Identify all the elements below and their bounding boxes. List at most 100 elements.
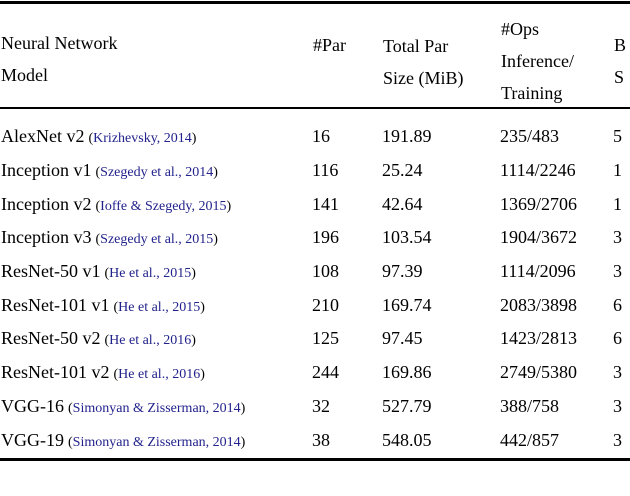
size-cell: 97.39 bbox=[382, 261, 423, 282]
citation-link[interactable]: Szegedy et al., 2014 bbox=[100, 165, 214, 181]
close-paren: ) bbox=[240, 434, 246, 450]
model-cell: ResNet-50 v1 (He et al., 2015) bbox=[0, 261, 312, 282]
header-batch-column: B S bbox=[614, 29, 626, 93]
table-row: ResNet-101 v1 (He et al., 2015) 210 169.7… bbox=[0, 288, 630, 322]
citation: (Ioffe & Szegedy, 2015) bbox=[95, 199, 231, 214]
open-paren: ( bbox=[68, 400, 73, 416]
batch-cell: 3 bbox=[613, 429, 622, 450]
batch-cell: 6 bbox=[613, 294, 622, 315]
citation-link[interactable]: He et al., 2016 bbox=[109, 333, 192, 349]
citation-link[interactable]: Krizhevsky, 2014 bbox=[93, 131, 192, 147]
open-paren: ( bbox=[113, 299, 119, 315]
citation-link[interactable]: He et al., 2016 bbox=[118, 367, 201, 383]
model-cell: ResNet-101 v1 (He et al., 2015) bbox=[0, 295, 312, 316]
model-cell: Inception v1 (Szegedy et al., 2014) bbox=[0, 160, 312, 181]
table-row: VGG-19 (Simonyan & Zisserman, 2014) 38 54… bbox=[0, 423, 630, 457]
ops-cell: 1423/2813 bbox=[500, 328, 578, 349]
open-paren: ( bbox=[95, 198, 101, 214]
ops-cell: 1114/2246 bbox=[500, 160, 576, 181]
open-paren: ( bbox=[104, 266, 110, 282]
table-row: Inception v1 (Szegedy et al., 2014) 116 2… bbox=[0, 154, 630, 188]
model-name: VGG-16 bbox=[1, 395, 64, 416]
batch-cell: 1 bbox=[613, 193, 622, 214]
header-par-column: #Par bbox=[313, 35, 346, 55]
citation: (Simonyan & Zisserman, 2014) bbox=[68, 435, 245, 450]
batch-cell: 3 bbox=[613, 227, 622, 248]
par-cell: 196 bbox=[312, 227, 339, 248]
citation-link[interactable]: He et al., 2015 bbox=[109, 266, 192, 282]
close-paren: ) bbox=[226, 198, 232, 214]
ops-cell: 2749/5380 bbox=[500, 362, 578, 383]
citation-link[interactable]: He et al., 2015 bbox=[118, 299, 201, 315]
table-row: ResNet-50 v1 (He et al., 2015) 108 97.39 … bbox=[0, 255, 630, 289]
header-ops-line2: Inference/ bbox=[501, 51, 574, 71]
table-row: ResNet-50 v2 (He et al., 2016) 125 97.45 … bbox=[0, 322, 630, 356]
citation-link[interactable]: Ioffe & Szegedy, 2015 bbox=[100, 198, 227, 214]
batch-cell: 3 bbox=[613, 261, 622, 282]
model-name: Inception v2 bbox=[1, 193, 92, 214]
table-top-rule bbox=[0, 1, 630, 4]
header-ops-column: #Ops Inference/ Training bbox=[501, 13, 574, 109]
batch-cell: 1 bbox=[613, 160, 622, 181]
citation: (He et al., 2016) bbox=[113, 367, 204, 382]
model-name: ResNet-50 v2 bbox=[1, 328, 101, 349]
model-cell: VGG-16 (Simonyan & Zisserman, 2014) bbox=[0, 396, 312, 417]
header-model-line2: Model bbox=[1, 65, 48, 85]
citation: (Szegedy et al., 2015) bbox=[95, 232, 217, 247]
header-model-column: Neural Network Model bbox=[1, 27, 117, 91]
model-cell: AlexNet v2 (Krizhevsky, 2014) bbox=[0, 126, 312, 147]
table-row: VGG-16 (Simonyan & Zisserman, 2014) 32 52… bbox=[0, 390, 630, 424]
close-paren: ) bbox=[213, 232, 218, 248]
ops-cell: 1369/2706 bbox=[500, 193, 578, 214]
size-cell: 169.86 bbox=[382, 362, 432, 383]
citation-link[interactable]: Simonyan & Zisserman, 2014 bbox=[72, 434, 241, 450]
ops-cell: 388/758 bbox=[500, 395, 560, 416]
table-row: ResNet-101 v2 (He et al., 2016) 244 169.8… bbox=[0, 356, 630, 390]
citation: (He et al., 2015) bbox=[113, 300, 204, 315]
open-paren: ( bbox=[95, 165, 101, 181]
citation-link[interactable]: Simonyan & Zisserman, 2014 bbox=[72, 400, 241, 416]
citation-link[interactable]: Szegedy et al., 2015 bbox=[100, 232, 214, 248]
citation: (Simonyan & Zisserman, 2014) bbox=[68, 401, 245, 416]
ops-cell: 1904/3672 bbox=[500, 227, 578, 248]
size-cell: 103.54 bbox=[382, 227, 432, 248]
citation: (He et al., 2015) bbox=[104, 266, 195, 281]
close-paren: ) bbox=[191, 266, 196, 282]
model-cell: ResNet-50 v2 (He et al., 2016) bbox=[0, 328, 312, 349]
par-cell: 108 bbox=[312, 261, 339, 282]
header-batch-line1: B bbox=[614, 35, 627, 55]
par-cell: 32 bbox=[312, 395, 330, 416]
header-ops-line1: #Ops bbox=[501, 19, 540, 39]
par-cell: 141 bbox=[312, 193, 339, 214]
size-cell: 97.45 bbox=[382, 328, 423, 349]
model-name: ResNet-101 v2 bbox=[1, 362, 110, 383]
header-size-line1: Total Par bbox=[383, 36, 449, 56]
table-body: AlexNet v2 (Krizhevsky, 2014) 16 191.89 2… bbox=[0, 120, 630, 457]
size-cell: 548.05 bbox=[382, 429, 432, 450]
header-size-line2: Size (MiB) bbox=[383, 68, 464, 88]
close-paren: ) bbox=[191, 333, 196, 349]
size-cell: 527.79 bbox=[382, 395, 432, 416]
model-name: Inception v3 bbox=[1, 227, 92, 248]
table-row: Inception v2 (Ioffe & Szegedy, 2015) 141 … bbox=[0, 187, 630, 221]
par-cell: 116 bbox=[312, 160, 339, 181]
par-cell: 210 bbox=[312, 294, 339, 315]
par-cell: 125 bbox=[312, 328, 339, 349]
header-size-column: Total Par Size (MiB) bbox=[383, 30, 464, 94]
close-paren: ) bbox=[191, 131, 197, 147]
model-name: AlexNet v2 bbox=[1, 126, 85, 147]
model-name: VGG-19 bbox=[1, 429, 64, 450]
size-cell: 191.89 bbox=[382, 126, 432, 147]
open-paren: ( bbox=[68, 434, 73, 450]
size-cell: 169.74 bbox=[382, 294, 432, 315]
batch-cell: 3 bbox=[613, 362, 622, 383]
header-ops-line3: Training bbox=[501, 83, 563, 103]
model-name: ResNet-101 v1 bbox=[1, 294, 110, 315]
citation: (Szegedy et al., 2014) bbox=[95, 165, 217, 180]
model-cell: VGG-19 (Simonyan & Zisserman, 2014) bbox=[0, 430, 312, 451]
model-name: Inception v1 bbox=[1, 160, 92, 181]
model-cell: Inception v2 (Ioffe & Szegedy, 2015) bbox=[0, 194, 312, 215]
table-row: AlexNet v2 (Krizhevsky, 2014) 16 191.89 2… bbox=[0, 120, 630, 154]
ops-cell: 442/857 bbox=[500, 429, 560, 450]
